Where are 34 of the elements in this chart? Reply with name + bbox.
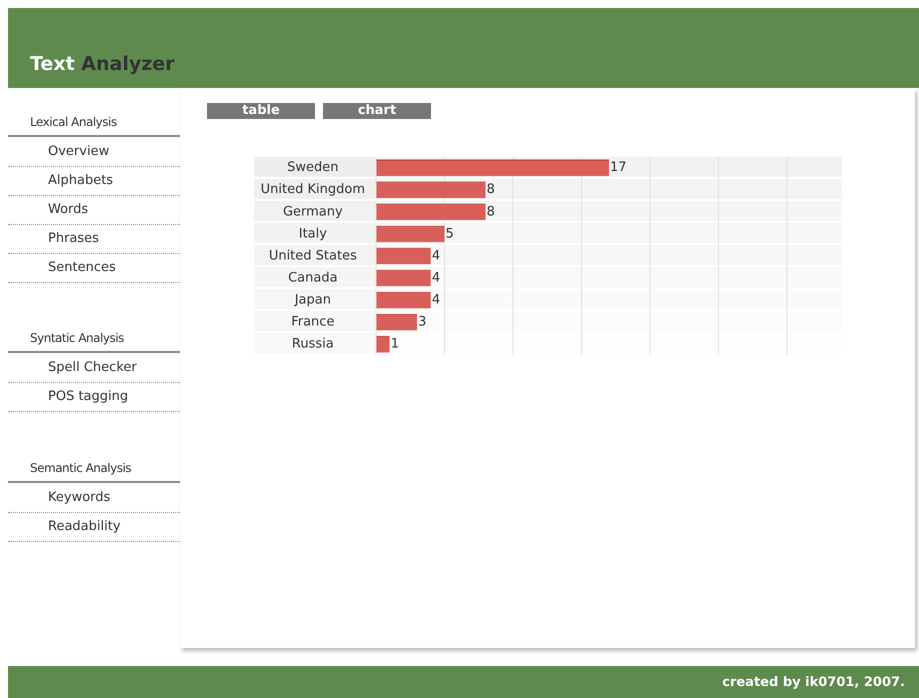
y-tick-label: France <box>291 314 334 330</box>
text: Keywords <box>8 485 180 513</box>
data-label: 4 <box>432 248 440 264</box>
text: Semantic Analysis <box>8 461 180 483</box>
text: Lexical Analysis <box>8 115 180 137</box>
data-label: 8 <box>486 204 495 220</box>
data-label: 8 <box>486 182 495 198</box>
text: Overview <box>8 139 180 167</box>
data-label: 1 <box>390 336 399 352</box>
text: Alphabets <box>8 168 180 196</box>
text: Readability <box>8 514 180 542</box>
y-tick-label: United States <box>268 248 358 264</box>
text: POS tagging <box>8 384 180 412</box>
data-label: 4 <box>432 292 440 308</box>
text: Sentences <box>8 255 180 283</box>
y-tick-label: United Kingdom <box>260 182 365 198</box>
text: created by ik0701, 2007. <box>722 675 905 690</box>
y-tick-label: Sweden <box>287 160 339 176</box>
y-tick-label: Russia <box>292 336 334 352</box>
data-label: 4 <box>432 270 440 286</box>
text: Spell Checker <box>8 355 180 383</box>
y-tick-label: Germany <box>282 204 344 220</box>
text: chart <box>323 103 431 119</box>
text: Text Analyzer <box>30 53 175 75</box>
text: table <box>207 103 315 119</box>
data-label: 3 <box>418 314 426 330</box>
text: Words <box>8 197 180 225</box>
y-tick-label: Italy <box>298 226 328 242</box>
data-label: 5 <box>446 226 454 242</box>
data-label: 17 <box>610 160 627 176</box>
text: Phrases <box>8 226 180 254</box>
text: Syntatic Analysis <box>8 331 180 353</box>
y-tick-label: Canada <box>288 270 338 286</box>
y-tick-label: Japan <box>294 292 331 308</box>
